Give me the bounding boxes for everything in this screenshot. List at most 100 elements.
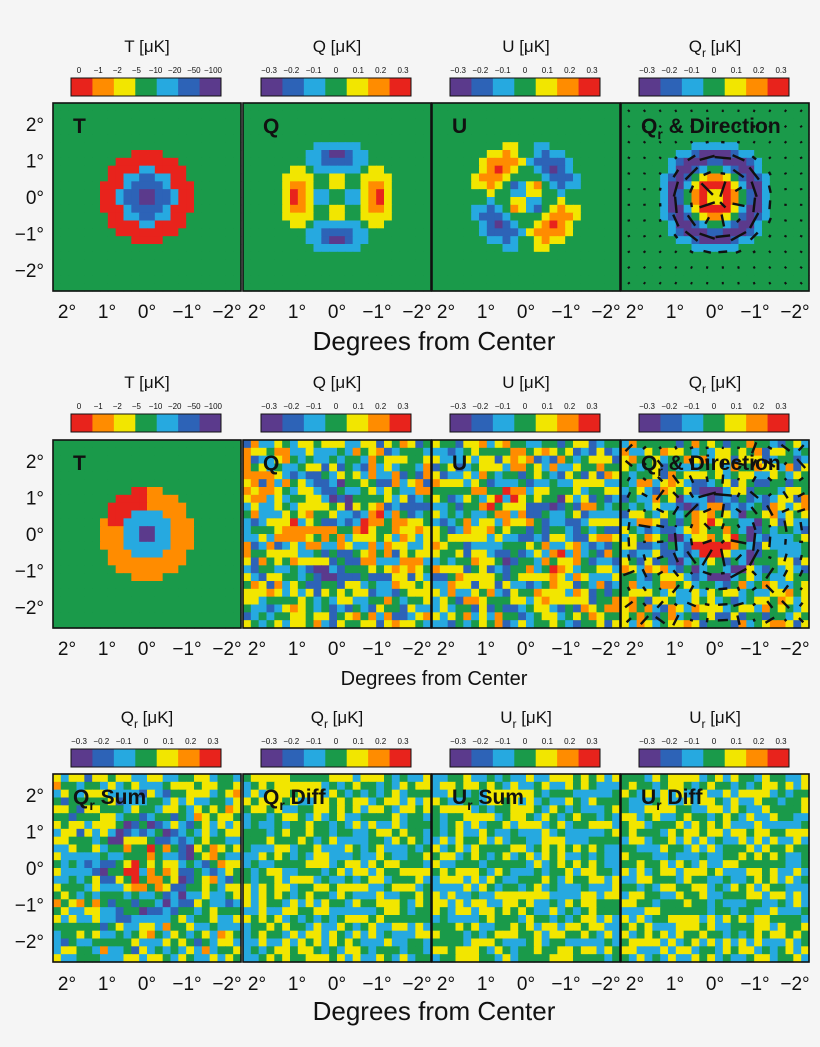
heatmap-cell bbox=[368, 549, 377, 559]
heatmap-cell bbox=[510, 494, 519, 504]
heatmap-cell bbox=[352, 150, 362, 159]
heatmap-cell bbox=[668, 267, 677, 276]
heatmap-cell bbox=[266, 228, 275, 237]
heatmap-cell bbox=[100, 251, 109, 261]
heatmap-cell bbox=[162, 283, 172, 292]
heatmap-cell bbox=[588, 518, 598, 527]
heatmap-cell bbox=[494, 526, 504, 535]
heatmap-cell bbox=[754, 197, 763, 206]
heatmap-cell bbox=[266, 526, 275, 535]
heatmap-cell bbox=[147, 487, 156, 496]
heatmap-cell bbox=[100, 487, 109, 496]
heatmap-cell bbox=[391, 283, 401, 292]
heatmap-cell bbox=[762, 220, 771, 229]
heatmap-cell bbox=[432, 518, 441, 527]
heatmap-cell bbox=[154, 487, 164, 496]
heatmap-cell bbox=[769, 479, 779, 488]
heatmap-cell bbox=[60, 189, 70, 198]
polarization-vector bbox=[799, 109, 803, 113]
heatmap-cell bbox=[769, 228, 779, 237]
heatmap-cell bbox=[368, 534, 377, 543]
heatmap-cell bbox=[557, 259, 566, 269]
heatmap-cell bbox=[123, 781, 132, 791]
heatmap-cell bbox=[266, 557, 275, 566]
heatmap-cell bbox=[652, 573, 661, 582]
heatmap-cell bbox=[100, 236, 109, 245]
heatmap-cell bbox=[209, 518, 219, 527]
heatmap-cell bbox=[352, 612, 362, 621]
heatmap-cell bbox=[107, 774, 117, 783]
polarization-vector bbox=[799, 554, 803, 561]
heatmap-cell bbox=[699, 157, 708, 167]
heatmap-cell bbox=[100, 620, 109, 629]
heatmap-cell bbox=[526, 471, 535, 480]
heatmap-cell bbox=[612, 228, 621, 237]
heatmap-cell bbox=[147, 204, 156, 214]
heatmap-cell bbox=[588, 244, 598, 253]
heatmap-cell bbox=[360, 181, 369, 190]
heatmap-cell bbox=[266, 251, 275, 261]
heatmap-cell bbox=[337, 502, 346, 512]
heatmap-cell bbox=[186, 596, 195, 606]
heatmap-cell bbox=[463, 612, 472, 621]
heatmap-cell bbox=[463, 204, 472, 214]
heatmap-cell bbox=[297, 236, 307, 245]
heatmap-cell bbox=[777, 157, 787, 167]
heatmap-cell bbox=[217, 126, 226, 135]
heatmap-cell bbox=[178, 534, 187, 543]
heatmap-cell bbox=[313, 565, 322, 574]
heatmap-cell bbox=[660, 267, 669, 276]
polarization-vector bbox=[781, 584, 790, 594]
heatmap-cell bbox=[154, 134, 164, 143]
heatmap-cell bbox=[769, 189, 779, 198]
heatmap-cell bbox=[407, 275, 416, 284]
heatmap-cell bbox=[604, 244, 613, 253]
heatmap-cell bbox=[691, 581, 700, 590]
heatmap-cell bbox=[557, 275, 566, 284]
heatmap-cell bbox=[793, 573, 802, 582]
heatmap-cell bbox=[621, 259, 630, 269]
polarization-vector bbox=[672, 169, 680, 178]
heatmap-cell bbox=[494, 110, 504, 120]
heatmap-cell bbox=[201, 103, 211, 112]
heatmap-cell bbox=[746, 212, 755, 222]
heatmap-cell bbox=[675, 581, 685, 590]
heatmap-cell bbox=[290, 110, 299, 120]
heatmap-cell bbox=[668, 526, 677, 535]
heatmap-cell bbox=[162, 157, 172, 167]
heatmap-cell bbox=[53, 118, 62, 128]
heatmap-cell bbox=[233, 526, 242, 535]
heatmap-cell bbox=[115, 275, 125, 284]
heatmap-cell bbox=[754, 581, 763, 590]
heatmap-cell bbox=[344, 220, 354, 229]
heatmap-cell bbox=[518, 204, 527, 214]
heatmap-cell bbox=[225, 471, 234, 480]
heatmap-cell bbox=[305, 534, 315, 543]
heatmap-cell bbox=[368, 612, 377, 621]
heatmap-cell bbox=[217, 502, 226, 512]
heatmap-cell bbox=[746, 463, 755, 472]
heatmap-cell bbox=[131, 565, 140, 574]
heatmap-cell bbox=[423, 142, 432, 151]
heatmap-cell bbox=[769, 118, 779, 128]
polarization-vector bbox=[641, 568, 648, 578]
polarization-vector bbox=[799, 250, 803, 254]
heatmap-cell bbox=[201, 463, 211, 472]
heatmap-cell bbox=[305, 134, 315, 143]
polarization-vector bbox=[684, 503, 699, 518]
heatmap-cell bbox=[533, 212, 543, 222]
heatmap-cell bbox=[785, 518, 794, 527]
heatmap-cell bbox=[407, 526, 416, 535]
heatmap-cell bbox=[399, 134, 409, 143]
heatmap-cell bbox=[439, 518, 449, 527]
polarization-vector bbox=[799, 156, 803, 160]
heatmap-cell bbox=[258, 518, 268, 527]
heatmap-cell bbox=[432, 604, 441, 613]
heatmap-cell bbox=[329, 165, 338, 175]
heatmap-cell bbox=[777, 197, 787, 206]
heatmap-cell bbox=[769, 557, 779, 566]
heatmap-cell bbox=[463, 165, 472, 175]
heatmap-cell bbox=[636, 181, 646, 190]
heatmap-cell bbox=[68, 244, 78, 253]
heatmap-cell bbox=[209, 565, 219, 574]
